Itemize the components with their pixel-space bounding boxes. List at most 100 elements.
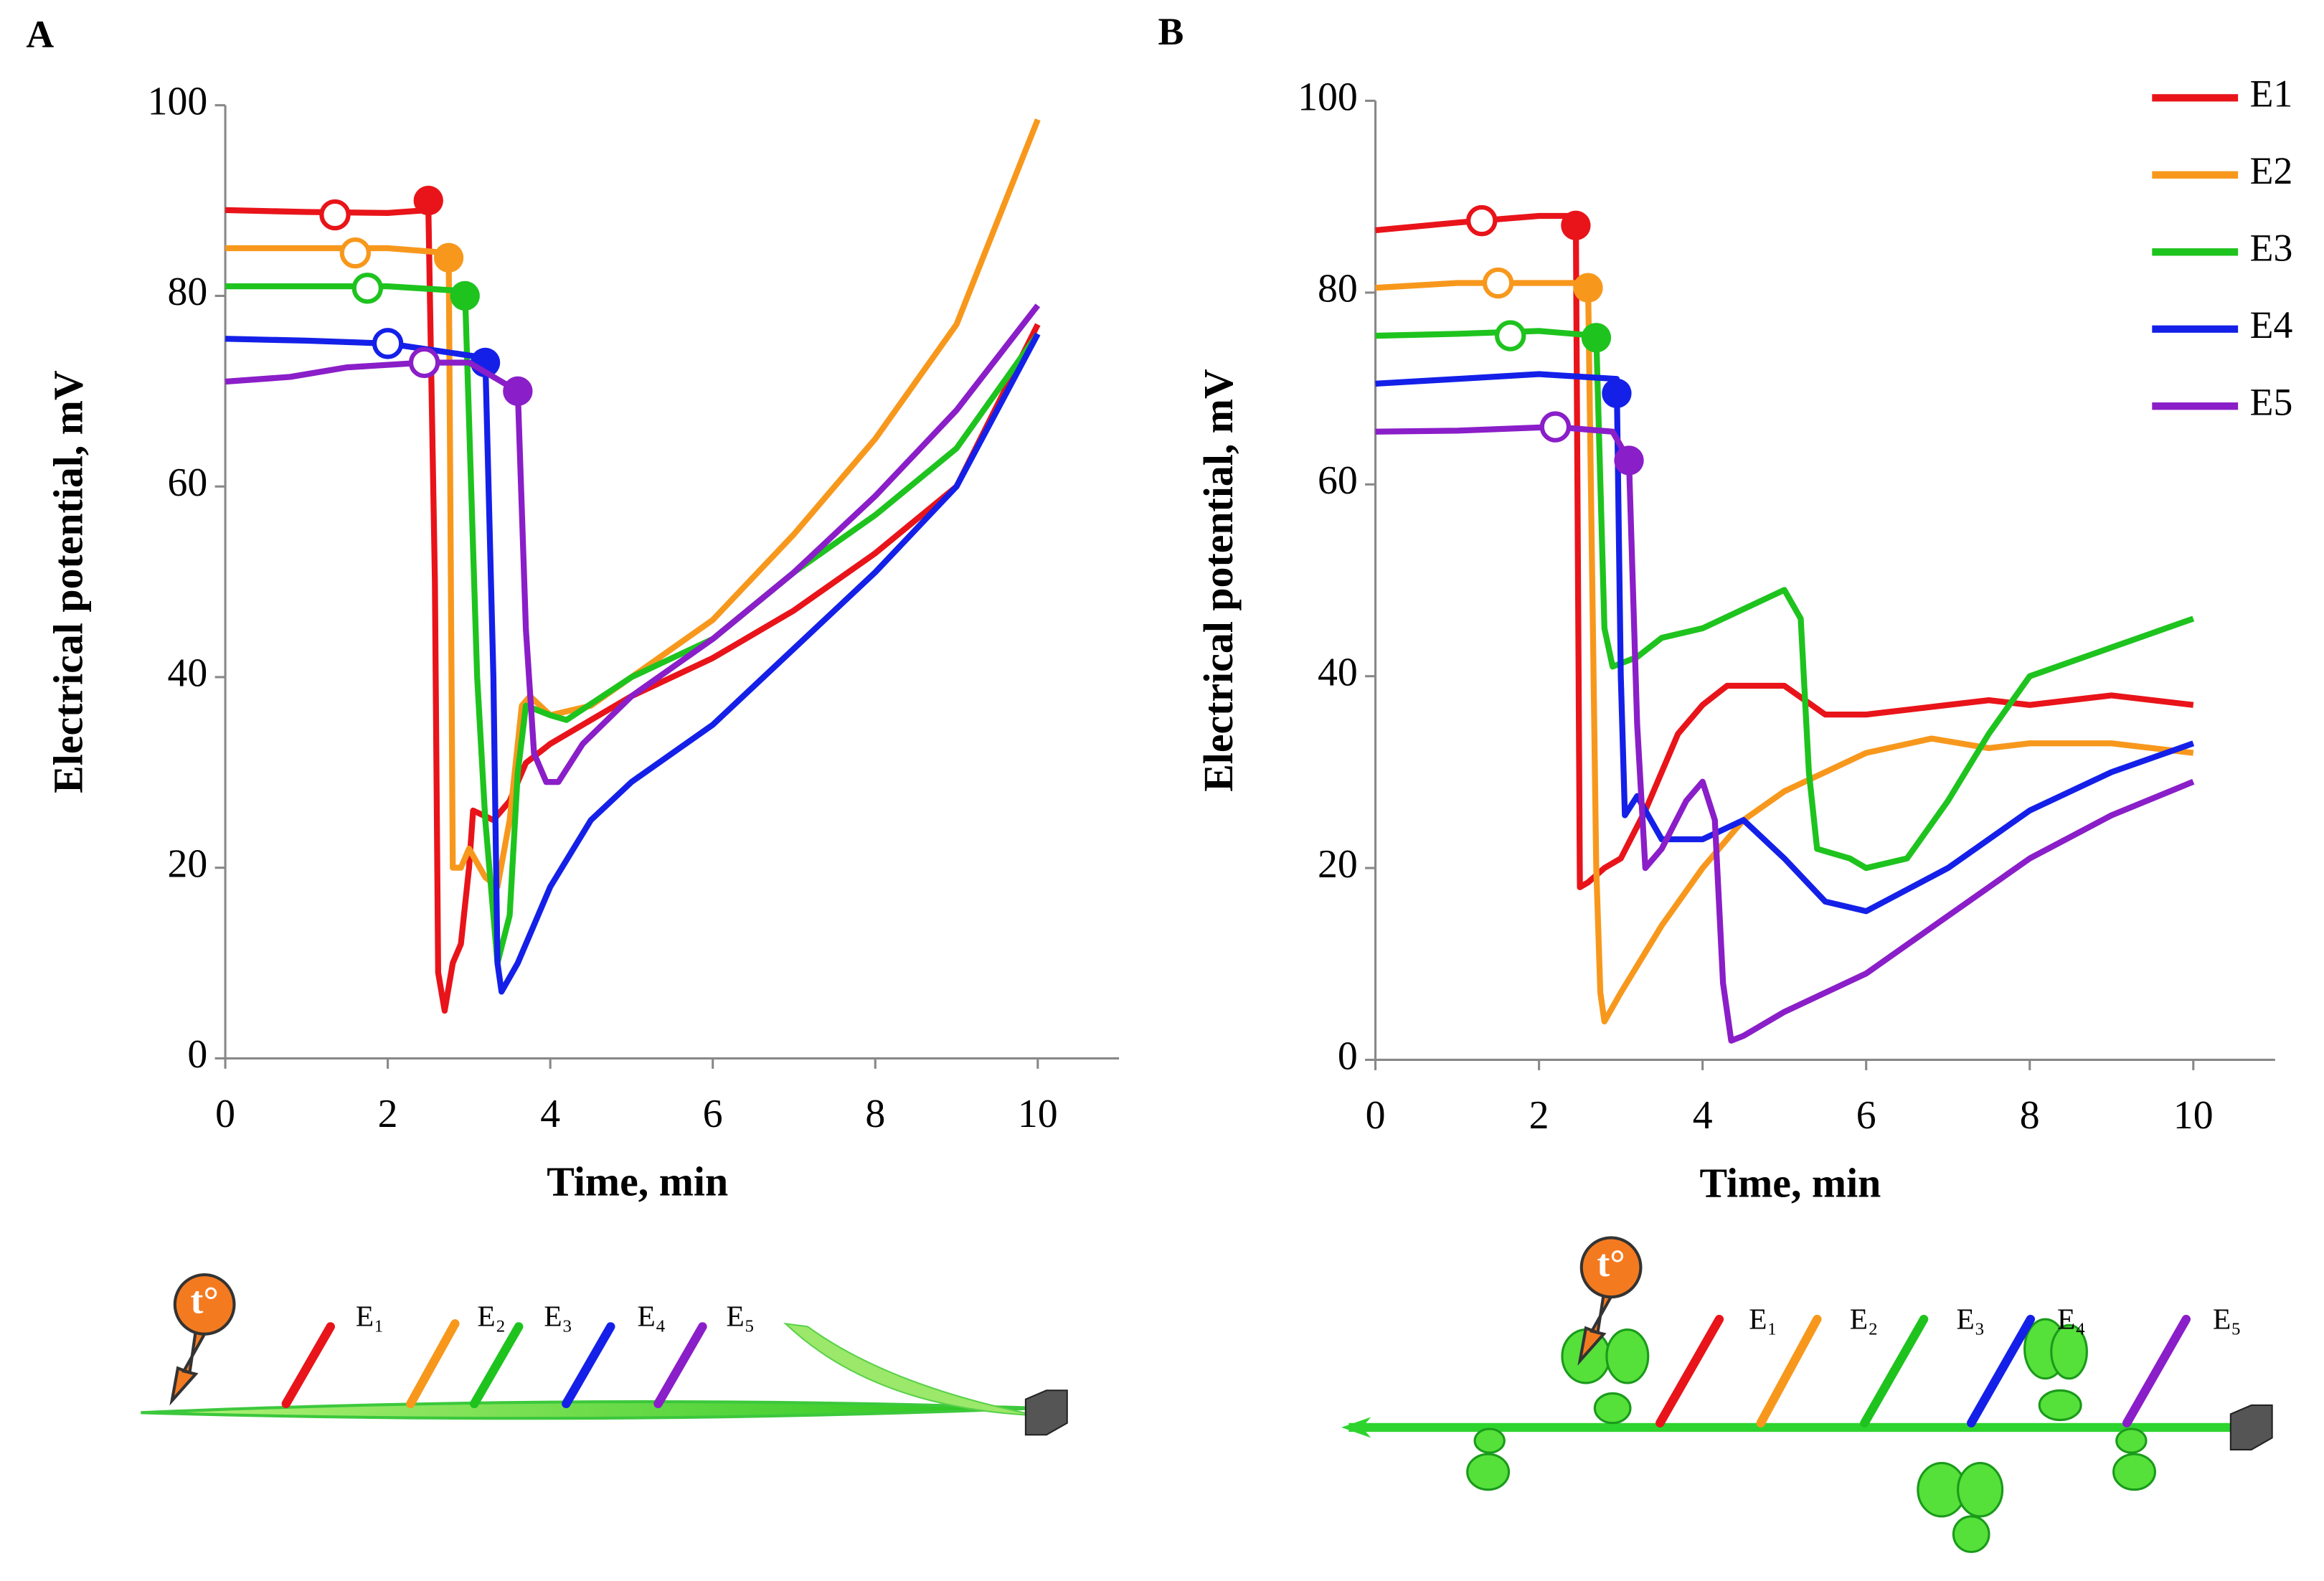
data-line xyxy=(225,332,1041,995)
electrode-label: E₄ xyxy=(638,1300,666,1333)
filled-marker xyxy=(450,280,480,311)
electrode-label: E₅ xyxy=(726,1300,755,1333)
electrode-label: E₂ xyxy=(477,1300,506,1333)
y-tick-label: 60 xyxy=(1318,458,1358,503)
open-marker xyxy=(408,346,440,379)
x-tick-label: 8 xyxy=(2020,1093,2040,1138)
x-tick-label: 4 xyxy=(1693,1093,1713,1138)
leaf xyxy=(1957,1461,2004,1518)
electrode xyxy=(2122,1314,2191,1427)
y-tick-label: 40 xyxy=(1318,650,1358,694)
data-line xyxy=(1375,280,2194,1025)
electrode xyxy=(470,1322,524,1409)
electrode-label: E₃ xyxy=(544,1300,572,1333)
electrode xyxy=(653,1322,707,1409)
legend-label: E4 xyxy=(2250,303,2293,346)
open-marker xyxy=(339,237,372,269)
stem-tip xyxy=(1341,1417,1371,1438)
heat-arrow xyxy=(169,1328,207,1406)
electrode-label: E₃ xyxy=(1957,1303,1985,1336)
filled-marker xyxy=(413,185,443,216)
data-line xyxy=(1375,212,2194,890)
y-tick-label: 20 xyxy=(168,841,208,886)
leaf xyxy=(2038,1389,2082,1422)
panel-label: B xyxy=(1158,10,1184,53)
data-line xyxy=(1375,371,2195,915)
data-line xyxy=(225,118,1041,890)
y-tick-label: 0 xyxy=(1338,1034,1358,1078)
diagram-b xyxy=(1341,1236,2273,1554)
electrode xyxy=(1655,1314,1724,1427)
filled-marker xyxy=(503,376,533,406)
sensor-box xyxy=(1024,1389,1068,1436)
x-tick-label: 10 xyxy=(2173,1093,2214,1138)
x-axis-title: Time, min xyxy=(1700,1159,1881,1206)
x-tick-label: 6 xyxy=(703,1092,723,1136)
data-line xyxy=(1375,423,2195,1044)
x-tick-label: 2 xyxy=(378,1092,398,1136)
x-tick-label: 4 xyxy=(540,1092,560,1136)
diagram-a xyxy=(141,1273,1068,1436)
legend-label: E5 xyxy=(2250,381,2293,424)
electrode xyxy=(1967,1314,2036,1427)
legend-label: E1 xyxy=(2250,72,2293,115)
filled-marker xyxy=(1561,210,1591,240)
electrode-label: E₄ xyxy=(2057,1303,2086,1336)
leaf xyxy=(1605,1328,1650,1384)
electrode xyxy=(562,1322,615,1409)
electrode xyxy=(281,1322,335,1409)
electrode-label: E₁ xyxy=(1749,1303,1777,1336)
leaf xyxy=(1952,1515,1990,1554)
leaf xyxy=(1466,1453,1511,1491)
legend-label: E2 xyxy=(2250,149,2293,192)
open-marker xyxy=(1466,204,1498,237)
leaf xyxy=(2115,1427,2148,1454)
y-tick-label: 80 xyxy=(1318,267,1358,311)
y-tick-label: 80 xyxy=(168,270,208,314)
leaf xyxy=(2112,1453,2156,1491)
x-tick-label: 8 xyxy=(865,1092,885,1136)
y-tick-label: 100 xyxy=(1298,75,1358,119)
data-line xyxy=(225,283,1041,966)
electrode xyxy=(406,1319,460,1409)
x-axis-title: Time, min xyxy=(547,1158,728,1204)
electrode-label: E₂ xyxy=(1850,1303,1879,1336)
filled-marker xyxy=(433,242,464,273)
sensor-box xyxy=(2229,1404,2273,1450)
legend-label: E3 xyxy=(2250,227,2293,270)
y-tick-label: 60 xyxy=(168,461,208,505)
y-axis-title: Electrical potential, mV xyxy=(45,370,92,793)
x-tick-label: 0 xyxy=(1366,1093,1386,1138)
heat-arrow xyxy=(1577,1292,1615,1366)
x-tick-label: 10 xyxy=(1018,1092,1058,1136)
data-line xyxy=(1375,328,2195,872)
panel-label: A xyxy=(26,13,54,56)
electrode xyxy=(1756,1314,1822,1427)
y-tick-label: 100 xyxy=(148,80,208,124)
open-marker xyxy=(1539,411,1572,443)
open-marker xyxy=(1494,320,1526,351)
stimulus-label: t° xyxy=(1597,1242,1625,1285)
heat-icon xyxy=(1579,1236,1643,1299)
electrode-label: E₁ xyxy=(356,1300,384,1333)
y-tick-label: 40 xyxy=(168,651,208,696)
filled-marker xyxy=(1573,273,1603,303)
data-line xyxy=(225,207,1041,1014)
electrode xyxy=(1860,1314,1929,1427)
open-marker xyxy=(372,328,404,359)
y-axis-title: Electrical potential, mV xyxy=(1195,369,1242,792)
filled-marker xyxy=(1581,323,1612,353)
filled-marker xyxy=(1614,445,1644,476)
y-tick-label: 0 xyxy=(187,1032,207,1077)
leaf xyxy=(1593,1392,1632,1425)
stimulus-label: t° xyxy=(190,1279,218,1322)
open-marker xyxy=(351,273,384,304)
leaf xyxy=(141,1400,1038,1420)
leaf xyxy=(2050,1323,2088,1380)
leaf xyxy=(1473,1427,1506,1454)
x-tick-label: 0 xyxy=(215,1092,235,1136)
filled-marker xyxy=(1602,378,1632,408)
open-marker xyxy=(1482,267,1514,299)
open-marker xyxy=(319,199,351,231)
